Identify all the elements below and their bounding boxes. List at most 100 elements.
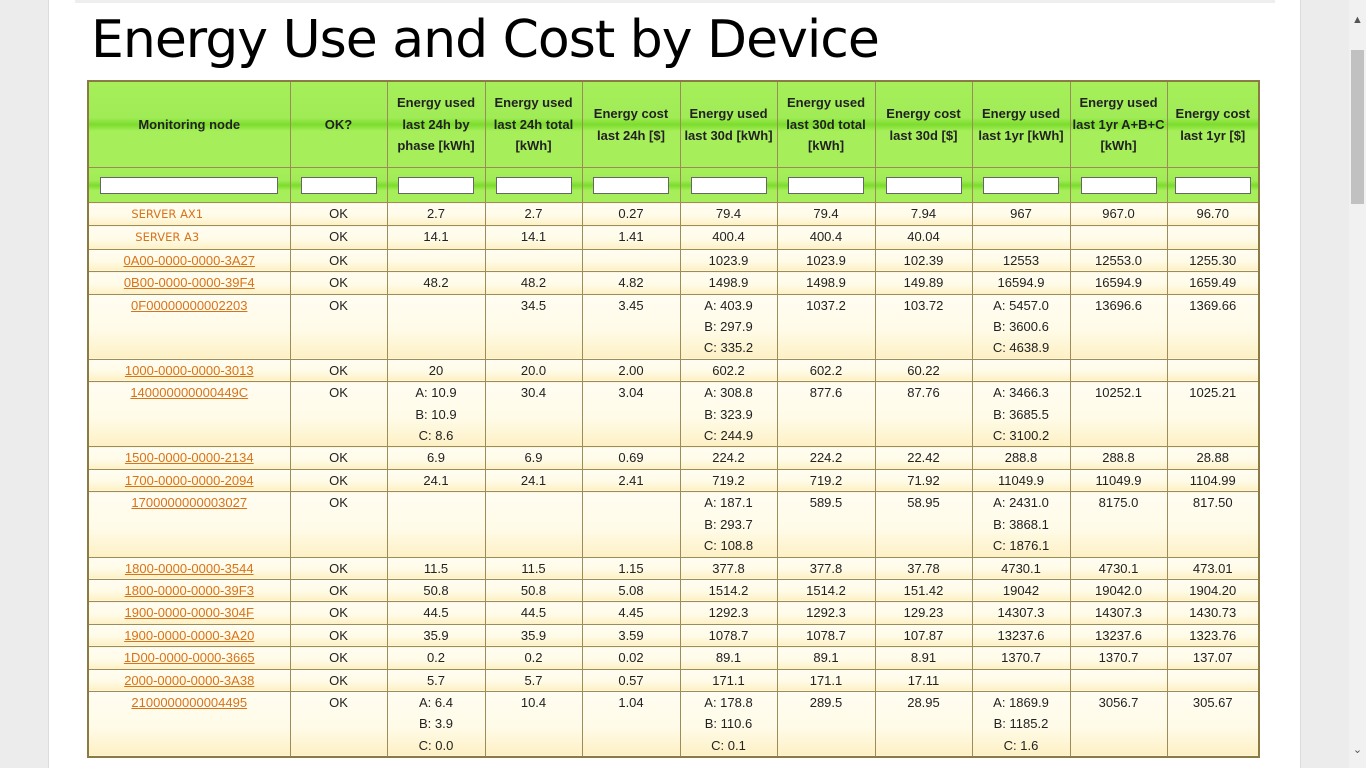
value-cell: 44.5 (386, 601, 486, 625)
node-name: SERVER AX1 (131, 207, 204, 221)
value-cell: 28.95 (874, 690, 973, 758)
node-link[interactable]: 1700-0000-0000-2094 (124, 472, 254, 488)
value-cell: 0.02 (581, 646, 681, 670)
node-link[interactable]: 0B00-0000-0000-39F4 (123, 275, 255, 291)
value-cell: 79.4 (679, 201, 778, 227)
column-header[interactable]: Energy used last 24h by phase [kWh] (386, 80, 486, 168)
value-cell: A: 10.9 B: 10.9 C: 8.6 (386, 381, 486, 448)
value-cell: 79.4 (776, 201, 876, 227)
value-cell: A: 1869.9 B: 1185.2 C: 1.6 (971, 690, 1071, 758)
node-link[interactable]: 1700000000003027 (131, 495, 248, 511)
value-cell: 289.5 (776, 690, 876, 758)
value-cell: 5.7 (386, 668, 486, 692)
value-cell: 4.45 (581, 601, 681, 625)
node-link[interactable]: 2000-0000-0000-3A38 (124, 672, 255, 688)
node-link[interactable]: 0F00000000002203 (131, 297, 248, 313)
status-cell: OK (289, 601, 388, 625)
node-link[interactable]: 1800-0000-0000-3544 (124, 560, 254, 576)
value-cell: 8175.0 (1069, 491, 1168, 558)
value-cell: 14.1 (484, 225, 583, 250)
scrollbar-thumb[interactable] (1351, 50, 1364, 204)
filter-cell (874, 167, 973, 203)
node-link[interactable]: 1D00-0000-0000-3665 (123, 650, 255, 666)
value-cell: 473.01 (1166, 556, 1260, 580)
column-header[interactable]: Energy used last 24h total [kWh] (484, 80, 583, 168)
column-filter-input[interactable] (495, 176, 572, 194)
node-link[interactable]: 1900-0000-0000-304F (124, 605, 254, 621)
table-row: 1000-0000-0000-3013 OK 20 20.0 2.00 602.2 602.… (87, 358, 1260, 383)
node-link[interactable]: 140000000000449C (130, 385, 249, 401)
value-cell: 4.82 (581, 271, 681, 295)
value-cell (1069, 668, 1168, 692)
column-filter-input[interactable] (300, 176, 377, 194)
node-link[interactable]: 0A00-0000-0000-3A27 (123, 252, 256, 268)
chevron-down-icon[interactable]: ⌄ (1352, 744, 1363, 756)
value-cell: 4730.1 (971, 556, 1071, 580)
filter-cell (581, 167, 681, 203)
column-header[interactable]: Energy used last 1yr A+B+C [kWh] (1069, 80, 1168, 168)
node-link[interactable]: 1000-0000-0000-3013 (124, 362, 254, 378)
value-cell: 30.4 (484, 381, 583, 448)
value-cell: 1292.3 (776, 601, 876, 625)
column-filter-input[interactable] (398, 176, 474, 194)
node-link[interactable]: 1800-0000-0000-39F3 (124, 582, 254, 598)
column-header[interactable]: OK? (289, 80, 388, 168)
value-cell: 44.5 (484, 601, 583, 625)
value-cell: 28.88 (1166, 446, 1260, 470)
value-cell: 60.22 (874, 358, 973, 383)
value-cell: 1.15 (581, 556, 681, 580)
column-filter-input[interactable] (593, 176, 669, 194)
column-filter-input[interactable] (885, 176, 962, 194)
value-cell: 589.5 (776, 491, 876, 558)
value-cell: 71.92 (874, 468, 973, 493)
column-header[interactable]: Energy cost last 1yr [$] (1166, 80, 1260, 168)
node-cell: 0F00000000002203 (87, 293, 291, 360)
status-cell: OK (289, 491, 388, 558)
node-link[interactable]: 2100000000004495 (131, 694, 248, 710)
value-cell: 20.0 (484, 358, 583, 383)
node-cell: 1900-0000-0000-304F (87, 601, 291, 625)
vertical-scrollbar[interactable]: ▲ ⌄ (1349, 0, 1366, 768)
value-cell: 1323.76 (1166, 623, 1260, 648)
value-cell: 1078.7 (679, 623, 778, 648)
column-filter-input[interactable] (690, 176, 767, 194)
chevron-up-icon[interactable]: ▲ (1352, 14, 1363, 26)
table-row: 1700000000003027 OK A: 187.1 B: 293.7 C: 1… (87, 491, 1260, 558)
status-cell: OK (289, 201, 388, 227)
value-cell: A: 308.8 B: 323.9 C: 244.9 (679, 381, 778, 448)
value-cell (386, 491, 486, 558)
value-cell: 2.7 (386, 201, 486, 227)
value-cell (581, 491, 681, 558)
value-cell: 7.94 (874, 201, 973, 227)
column-header[interactable]: Energy cost last 30d [$] (874, 80, 973, 168)
table-row: 2000-0000-0000-3A38 OK 5.7 5.7 0.57 171.1 171.… (87, 668, 1260, 692)
column-filter-input[interactable] (983, 176, 1059, 194)
value-cell: 719.2 (679, 468, 778, 493)
node-cell: 1800-0000-0000-39F3 (87, 578, 291, 603)
value-cell: 14.1 (386, 225, 486, 250)
node-link[interactable]: 1500-0000-0000-2134 (124, 450, 254, 466)
value-cell: 1514.2 (776, 578, 876, 603)
column-filter-input[interactable] (788, 176, 864, 194)
node-link[interactable]: 1900-0000-0000-3A20 (124, 627, 255, 643)
value-cell: 0.27 (581, 201, 681, 227)
node-cell: 140000000000449C (87, 381, 291, 448)
column-header[interactable]: Energy used last 30d [kWh] (679, 80, 778, 168)
value-cell: 149.89 (874, 271, 973, 295)
status-cell: OK (289, 381, 388, 448)
column-header[interactable]: Energy used last 1yr [kWh] (971, 80, 1071, 168)
value-cell: 400.4 (776, 225, 876, 250)
value-cell: 877.6 (776, 381, 876, 448)
value-cell: A: 3466.3 B: 3685.5 C: 3100.2 (971, 381, 1071, 448)
column-filter-input[interactable] (1174, 176, 1251, 194)
column-filter-input[interactable] (100, 176, 279, 194)
value-cell (484, 491, 583, 558)
table-row: 0B00-0000-0000-39F4 OK 48.2 48.2 4.82 1498.9 1… (87, 271, 1260, 295)
value-cell: 11.5 (484, 556, 583, 580)
column-header[interactable]: Energy cost last 24h [$] (581, 80, 681, 168)
column-header[interactable]: Energy used last 30d total [kWh] (776, 80, 876, 168)
value-cell (971, 225, 1071, 250)
value-cell: 14307.3 (971, 601, 1071, 625)
column-filter-input[interactable] (1080, 176, 1157, 194)
column-header[interactable]: Monitoring node (87, 80, 291, 168)
